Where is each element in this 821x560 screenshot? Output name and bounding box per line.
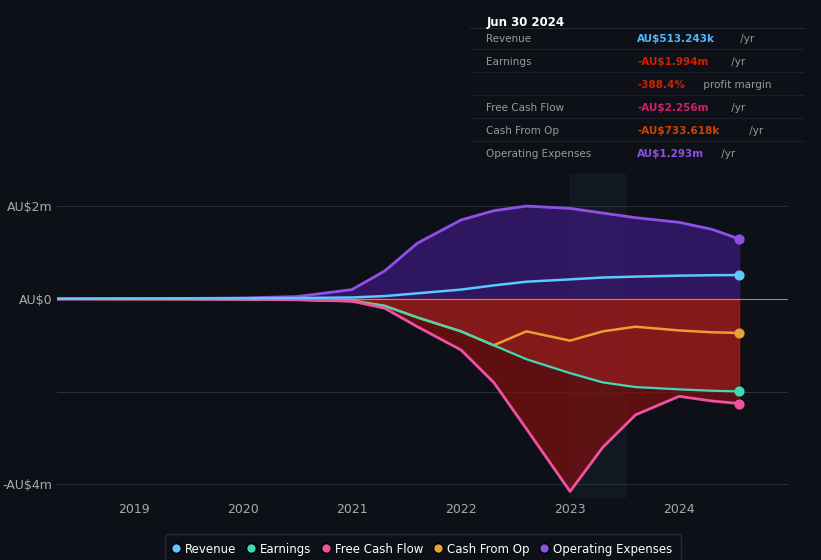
Text: /yr: /yr <box>736 34 754 44</box>
Text: /yr: /yr <box>727 57 745 67</box>
Point <box>732 270 745 279</box>
Text: profit margin: profit margin <box>700 80 772 90</box>
Text: -AU$2.256m: -AU$2.256m <box>637 102 709 113</box>
Text: Operating Expenses: Operating Expenses <box>486 148 592 158</box>
Text: Earnings: Earnings <box>486 57 532 67</box>
Text: Revenue: Revenue <box>486 34 531 44</box>
Bar <box>570 174 625 498</box>
Text: AU$513.243k: AU$513.243k <box>637 34 715 44</box>
Text: Free Cash Flow: Free Cash Flow <box>486 102 565 113</box>
Text: /yr: /yr <box>745 125 763 136</box>
Text: Cash From Op: Cash From Op <box>486 125 559 136</box>
Text: -AU$1.994m: -AU$1.994m <box>637 57 709 67</box>
Point <box>732 399 745 408</box>
Text: /yr: /yr <box>727 102 745 113</box>
Point <box>732 387 745 396</box>
Text: /yr: /yr <box>718 148 736 158</box>
Legend: Revenue, Earnings, Free Cash Flow, Cash From Op, Operating Expenses: Revenue, Earnings, Free Cash Flow, Cash … <box>165 534 681 560</box>
Text: -AU$733.618k: -AU$733.618k <box>637 125 719 136</box>
Point <box>732 235 745 244</box>
Text: -388.4%: -388.4% <box>637 80 685 90</box>
Text: Jun 30 2024: Jun 30 2024 <box>486 16 565 29</box>
Text: AU$1.293m: AU$1.293m <box>637 148 704 158</box>
Point <box>732 328 745 337</box>
